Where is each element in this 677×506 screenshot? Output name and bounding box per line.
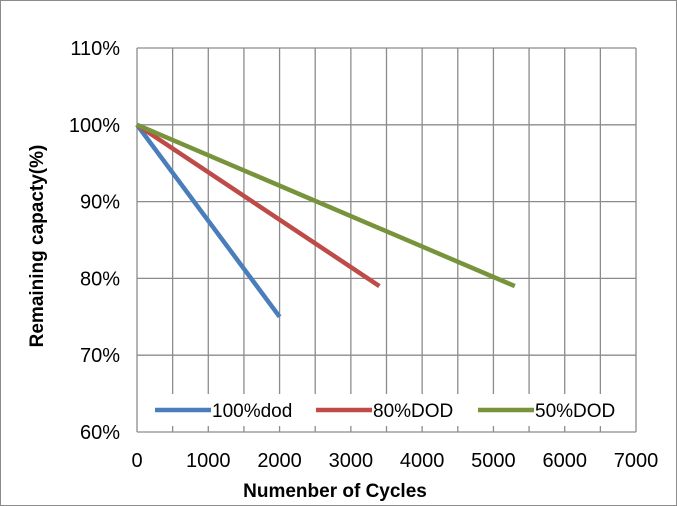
legend-label-1: 100%dod: [212, 401, 292, 422]
series-line-2: [135, 122, 381, 288]
x-tick-label: 7000: [614, 450, 659, 472]
x-tick-label: 2000: [257, 450, 302, 472]
y-axis-title: Remaining capacty(%): [27, 145, 48, 348]
y-tick-label: 100%: [69, 115, 120, 137]
y-tick-label: 80%: [80, 268, 120, 290]
x-tick-label: 4000: [400, 450, 445, 472]
legend-label-2: 80%DOD: [373, 401, 453, 422]
y-tick-label: 90%: [80, 192, 120, 214]
y-axis-ticks: 60% 70% 80% 90% 100% 110%: [69, 38, 120, 444]
legend-background: [150, 394, 628, 426]
x-tick-label: 3000: [329, 450, 374, 472]
y-tick-label: 70%: [80, 345, 120, 367]
series-line-1: [135, 123, 282, 319]
x-axis-ticks: 0 1000 2000 3000 4000 5000 6000 7000: [131, 450, 658, 472]
series-lines: [135, 122, 516, 319]
series-line-3: [136, 122, 516, 289]
legend: 100%dod 80%DOD 50%DOD: [150, 394, 628, 426]
y-tick-label: 60%: [80, 422, 120, 444]
grid: [136, 47, 637, 433]
x-tick-label: 5000: [471, 450, 516, 472]
x-tick-label: 1000: [186, 450, 231, 472]
x-tick-label: 0: [131, 450, 142, 472]
x-tick-label: 6000: [542, 450, 587, 472]
y-tick-label: 110%: [70, 38, 120, 60]
x-axis-title: Numenber of Cycles: [243, 481, 427, 502]
legend-label-3: 50%DOD: [535, 401, 615, 422]
